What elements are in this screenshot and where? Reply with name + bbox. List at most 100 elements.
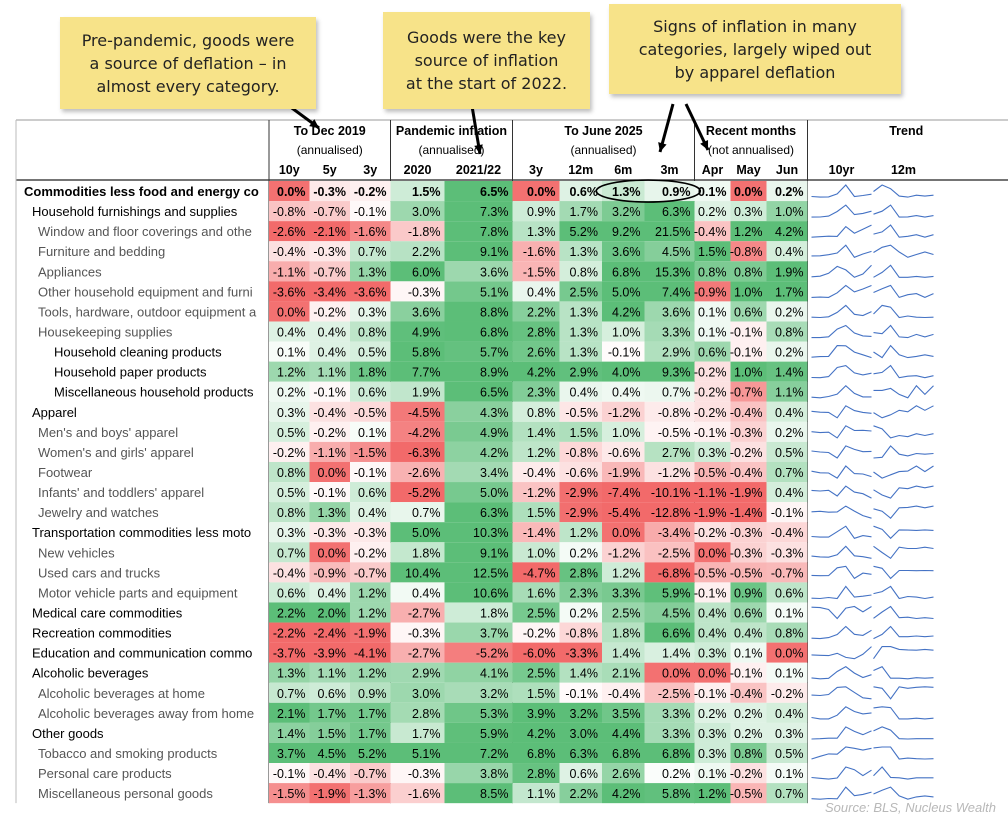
heat-cell [309,562,350,583]
row-label: Household furnishings and supplies [32,204,238,219]
cell-value: 0.1% [698,325,727,339]
heat-cell [350,682,391,703]
cell-value: 1.2% [358,667,387,681]
cell-value: 1.2% [358,606,387,620]
cell-value: 3.6% [480,265,509,279]
cell-value: 5.1% [480,285,509,299]
heat-cell [350,502,391,523]
cell-value: -0.3% [730,546,763,560]
cell-value: -0.2% [730,446,763,460]
trend-sparkline [873,445,934,459]
cell-value: 1.3% [570,346,599,360]
cell-value: 1.0% [734,285,763,299]
cell-value: 3.8% [480,767,509,781]
column-header: 3y [529,163,543,177]
heat-cell [350,181,391,202]
heat-cell [766,301,808,322]
cell-value: 0.2% [734,707,763,721]
heat-cell [730,261,767,282]
cell-value: 1.4% [277,727,306,741]
cell-value: 0.4% [318,346,347,360]
heat-cell [559,321,602,342]
cell-value: 3.9% [527,707,556,721]
heat-cell [309,542,350,563]
cell-value: 0.2% [775,426,804,440]
cell-value: 0.3% [698,727,727,741]
arrow-pre-pandemic-head [309,119,319,128]
heat-cell [730,642,767,663]
heat-cell [309,602,350,623]
cell-value: 0.6% [775,586,804,600]
cell-value: -0.4% [771,526,804,540]
heat-cell [390,421,445,442]
heat-cell [269,281,310,302]
cell-value: 6.5% [480,386,509,400]
cell-value: 0.2% [775,346,804,360]
cell-value: 1.0% [612,325,641,339]
cell-value: 1.0% [612,426,641,440]
heat-cell [444,381,513,402]
cell-value: 0.5% [277,486,306,500]
column-header: 2021/22 [456,163,501,177]
heat-cell [512,722,560,743]
cell-value: 1.1% [318,366,347,380]
cell-value: 0.7% [775,466,804,480]
cell-value: 1.4% [662,647,691,661]
row-label: New vehicles [38,545,115,560]
heat-cell [602,742,645,764]
heat-cell [766,401,808,422]
heat-cell [602,361,645,382]
heat-cell [444,742,513,764]
heat-cell [766,502,808,523]
heat-cell [444,461,513,483]
cell-value: -1.6% [354,225,387,239]
cell-value: 0.5% [775,446,804,460]
heat-cell [512,742,560,764]
heat-cell [644,662,695,683]
heat-cell [644,181,695,202]
cell-value: 2.5% [527,667,556,681]
row-label: Transportation commodities less moto [32,525,251,540]
cell-value: 0.6% [358,386,387,400]
cell-value: 3.0% [570,727,599,741]
heat-cell [309,221,350,242]
cell-value: -0.1% [694,586,727,600]
heat-cell [766,763,808,784]
heat-cell [694,522,731,543]
row-label: Medical care commodities [32,605,183,620]
cell-value: 12.5% [473,566,508,580]
cell-value: -1.8% [408,225,441,239]
cell-value: -1.9% [730,486,763,500]
heat-cell [350,582,391,603]
cell-value: -3.3% [565,647,598,661]
row-label: Tools, hardware, outdoor equipment a [38,304,257,319]
cell-value: -0.2% [771,687,804,701]
heat-cell [350,522,391,543]
heat-cell [444,421,513,442]
heat-cell [730,301,767,322]
heat-cell [350,461,391,483]
trend-sparkline [873,324,934,339]
heat-cell [512,783,560,804]
heat-cell [730,321,767,342]
cell-value: -0.1% [313,386,346,400]
heat-cell [602,241,645,262]
cell-value: -1.5% [354,446,387,460]
heat-cell [730,181,767,202]
heat-cell [559,783,602,804]
cell-value: 0.0% [527,185,556,199]
cell-value: 1.4% [527,426,556,440]
cell-value: -0.8% [658,406,691,420]
source-note: Source: BLS, Nucleus Wealth [824,800,996,815]
heat-cell [644,361,695,382]
cell-value: 4.4% [612,727,641,741]
heat-cell [694,461,731,483]
cell-value: 1.7% [318,707,347,721]
cell-value: 0.3% [775,727,804,741]
cell-value: -0.3% [313,526,346,540]
trend-sparkline [811,244,872,258]
cell-value: 1.3% [570,305,599,319]
heat-cell [694,201,731,222]
cell-value: 7.4% [662,285,691,299]
cell-value: 0.2% [662,767,691,781]
